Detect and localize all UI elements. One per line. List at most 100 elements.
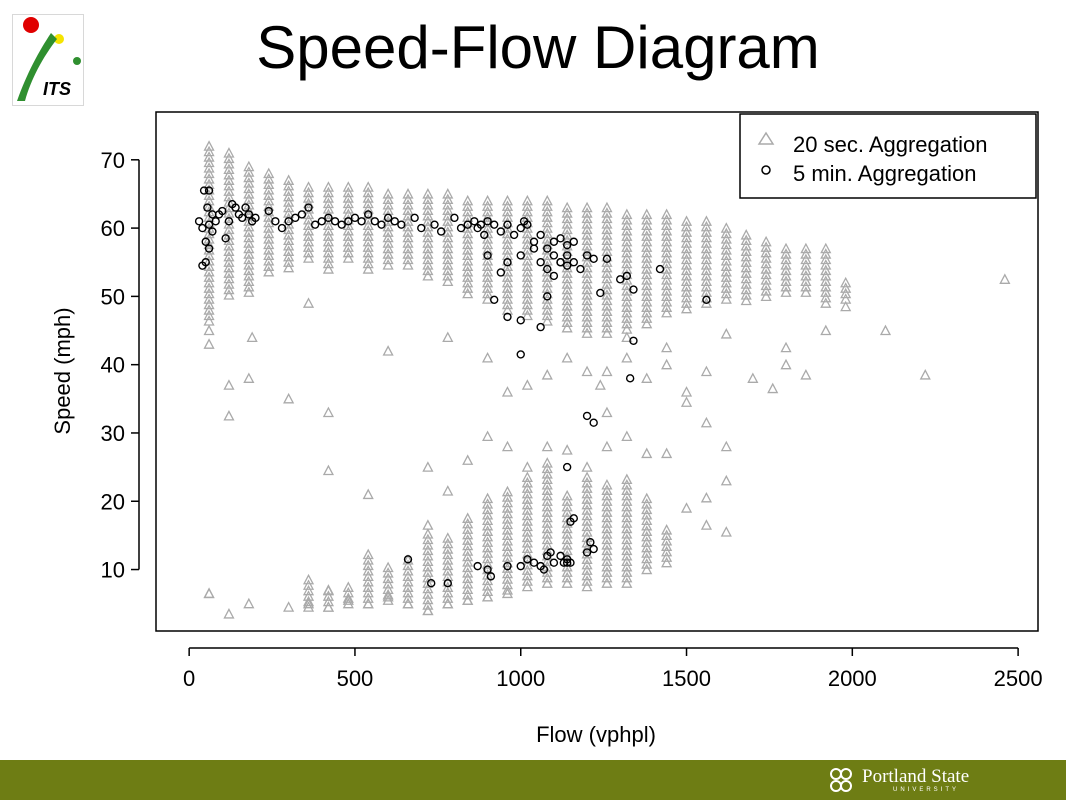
data-point-20sec bbox=[720, 238, 732, 250]
data-point-5min bbox=[576, 264, 585, 274]
data-point-20sec bbox=[521, 379, 533, 390]
data-point-20sec bbox=[481, 492, 494, 504]
data-point-20sec bbox=[541, 309, 553, 321]
data-point-5min bbox=[569, 514, 578, 523]
data-point-20sec bbox=[501, 260, 514, 271]
data-point-20sec bbox=[661, 529, 673, 541]
data-point-20sec bbox=[402, 581, 414, 592]
data-point-20sec bbox=[382, 567, 394, 578]
data-point-20sec bbox=[601, 500, 613, 512]
data-point-20sec bbox=[601, 321, 613, 333]
data-point-5min bbox=[403, 555, 413, 564]
data-point-20sec bbox=[362, 554, 374, 565]
data-point-20sec bbox=[501, 293, 514, 304]
data-point-20sec bbox=[462, 205, 474, 217]
data-point-20sec bbox=[501, 545, 514, 557]
data-point-20sec bbox=[203, 244, 215, 255]
data-point-5min bbox=[582, 411, 592, 421]
data-point-20sec bbox=[740, 245, 752, 256]
data-point-5min bbox=[516, 316, 525, 325]
data-point-20sec bbox=[641, 492, 653, 504]
data-point-20sec bbox=[302, 203, 315, 214]
data-point-20sec bbox=[700, 231, 713, 243]
data-point-20sec bbox=[541, 315, 553, 326]
data-point-5min bbox=[247, 217, 257, 226]
data-point-20sec bbox=[521, 569, 533, 581]
data-point-20sec bbox=[641, 263, 653, 274]
data-point-20sec bbox=[203, 282, 215, 293]
data-point-20sec bbox=[322, 197, 335, 209]
data-point-20sec bbox=[481, 227, 494, 239]
data-point-20sec bbox=[561, 212, 573, 224]
data-point-20sec bbox=[263, 244, 275, 255]
data-point-20sec bbox=[402, 586, 414, 598]
data-point-20sec bbox=[462, 244, 474, 255]
data-point-20sec bbox=[521, 471, 533, 482]
data-point-20sec bbox=[302, 224, 315, 236]
data-point-20sec bbox=[501, 194, 514, 206]
data-point-20sec bbox=[302, 241, 315, 252]
data-point-20sec bbox=[581, 504, 593, 515]
data-point-20sec bbox=[780, 286, 792, 297]
data-point-20sec bbox=[422, 209, 434, 221]
data-point-20sec bbox=[601, 218, 613, 229]
data-point-20sec bbox=[561, 351, 573, 363]
data-point-20sec bbox=[581, 569, 593, 581]
data-point-20sec bbox=[481, 552, 494, 564]
data-point-20sec bbox=[223, 190, 235, 202]
data-point-5min bbox=[596, 288, 605, 298]
data-point-20sec bbox=[263, 167, 275, 179]
data-point-5min bbox=[483, 251, 492, 260]
data-point-20sec bbox=[641, 525, 653, 536]
data-point-5min bbox=[536, 322, 545, 332]
data-point-20sec bbox=[621, 257, 633, 269]
data-point-20sec bbox=[402, 220, 414, 232]
data-point-20sec bbox=[541, 511, 553, 523]
data-point-20sec bbox=[601, 577, 613, 588]
data-point-20sec bbox=[561, 294, 573, 306]
data-point-20sec bbox=[302, 597, 315, 609]
data-point-20sec bbox=[481, 503, 494, 515]
data-point-20sec bbox=[661, 279, 673, 291]
data-point-5min bbox=[546, 548, 555, 557]
data-point-20sec bbox=[203, 227, 215, 239]
data-point-20sec bbox=[641, 290, 653, 302]
data-point-20sec bbox=[203, 189, 215, 200]
data-point-5min bbox=[214, 210, 224, 219]
data-point-20sec bbox=[581, 327, 593, 338]
data-point-20sec bbox=[641, 214, 653, 225]
data-point-20sec bbox=[621, 555, 633, 566]
data-point-20sec bbox=[362, 181, 374, 192]
data-point-5min bbox=[370, 217, 380, 226]
data-point-20sec bbox=[800, 280, 812, 292]
data-point-20sec bbox=[481, 590, 494, 602]
data-point-20sec bbox=[680, 280, 693, 292]
data-point-5min bbox=[208, 227, 217, 236]
data-point-20sec bbox=[462, 556, 474, 567]
data-point-20sec bbox=[680, 226, 693, 237]
data-point-20sec bbox=[402, 209, 414, 221]
data-point-20sec bbox=[641, 241, 653, 252]
y-tick-label: 60 bbox=[101, 216, 125, 241]
data-point-20sec bbox=[541, 468, 553, 479]
data-point-20sec bbox=[700, 270, 713, 281]
data-point-20sec bbox=[203, 238, 215, 250]
data-point-20sec bbox=[223, 223, 235, 235]
data-point-20sec bbox=[362, 586, 374, 598]
data-point-20sec bbox=[561, 555, 573, 566]
plot-frame bbox=[155, 111, 1039, 632]
data-point-20sec bbox=[740, 272, 752, 284]
data-point-5min bbox=[486, 572, 496, 581]
data-point-20sec bbox=[501, 282, 514, 293]
data-point-20sec bbox=[521, 542, 533, 554]
data-point-20sec bbox=[641, 279, 653, 291]
data-point-20sec bbox=[283, 196, 295, 207]
data-point-20sec bbox=[302, 208, 315, 220]
data-point-20sec bbox=[760, 241, 772, 252]
data-point-20sec bbox=[641, 558, 653, 569]
data-point-5min bbox=[516, 251, 525, 260]
data-point-20sec bbox=[521, 558, 533, 570]
data-point-20sec bbox=[621, 279, 633, 291]
data-point-20sec bbox=[641, 503, 653, 515]
data-point-20sec bbox=[442, 586, 454, 598]
